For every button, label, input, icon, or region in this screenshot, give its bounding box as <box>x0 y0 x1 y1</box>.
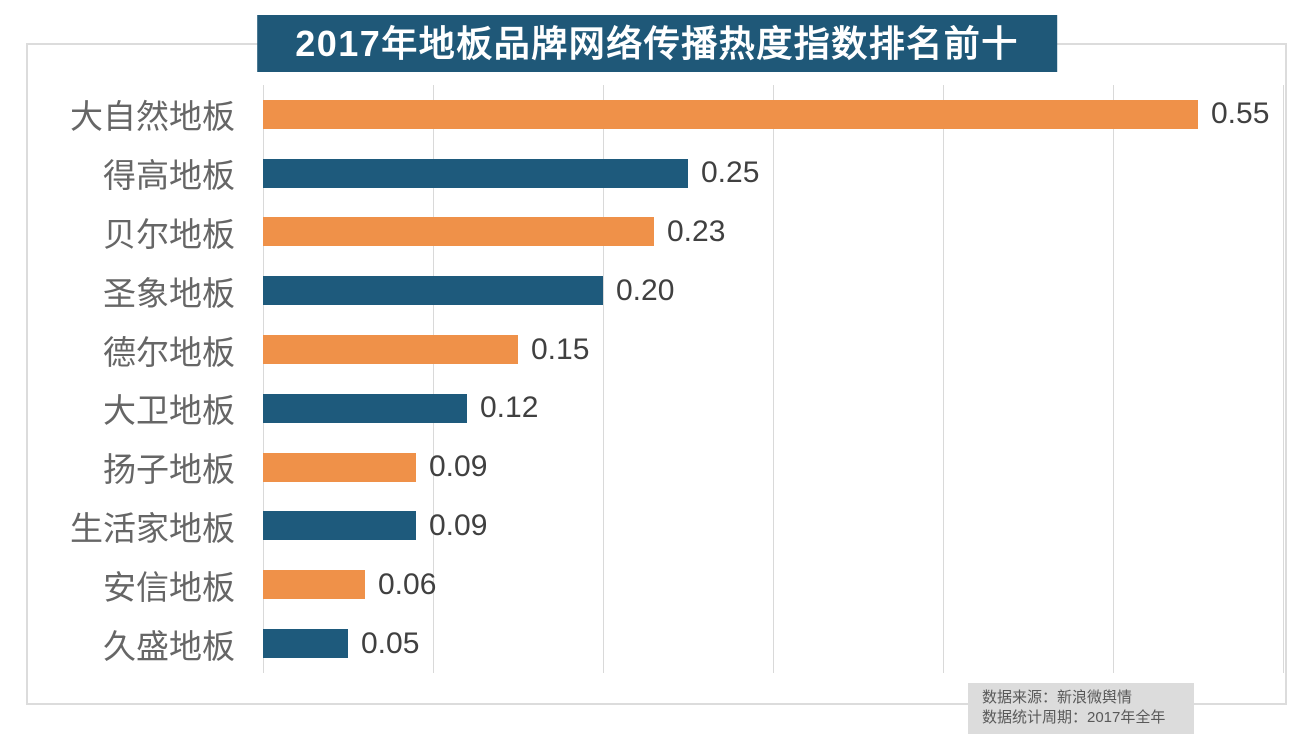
gridline <box>603 85 604 673</box>
bar-row: 0.15 <box>263 320 1283 379</box>
bar-row: 0.06 <box>263 555 1283 614</box>
bar-row: 0.12 <box>263 379 1283 438</box>
source-line: 数据来源：新浪微舆情 <box>982 689 1133 706</box>
bar <box>263 217 654 247</box>
bar <box>263 158 688 188</box>
source-note: 数据来源：新浪微舆情 数据统计周期：2017年全年 <box>968 683 1194 734</box>
category-label: 大自然地板 <box>70 98 235 136</box>
value-label: 0.09 <box>429 508 488 542</box>
value-label: 0.12 <box>480 391 539 425</box>
plot-area: 0.55 0.25 0.23 0.20 0.15 0.12 0.09 0.09 0.06 0.05 <box>263 85 1284 673</box>
value-label: 0.06 <box>378 567 437 601</box>
gridlines <box>263 85 1284 673</box>
category-label: 圣象地板 <box>103 274 235 312</box>
gridline <box>773 85 774 673</box>
gridline <box>263 85 264 673</box>
category-label: 久盛地板 <box>103 627 235 665</box>
gridline <box>1113 85 1114 673</box>
bar-row: 0.09 <box>263 438 1283 497</box>
bar <box>263 393 467 423</box>
category-label: 扬子地板 <box>103 451 235 489</box>
value-label: 0.05 <box>361 626 420 660</box>
category-label: 安信地板 <box>103 568 235 606</box>
gridline <box>1283 85 1284 673</box>
bar-row: 0.23 <box>263 203 1283 262</box>
category-label: 德尔地板 <box>103 333 235 371</box>
category-axis: 大自然地板得高地板贝尔地板圣象地板德尔地板大卫地板扬子地板生活家地板安信地板久盛… <box>0 85 235 673</box>
gridline <box>943 85 944 673</box>
bar-row: 0.55 <box>263 85 1283 144</box>
value-label: 0.09 <box>429 450 488 484</box>
bar-row: 0.09 <box>263 497 1283 556</box>
bar <box>263 452 416 482</box>
category-label: 贝尔地板 <box>103 215 235 253</box>
bar <box>263 99 1198 129</box>
period-line: 数据统计周期：2017年全年 <box>982 709 1166 726</box>
bar <box>263 335 518 365</box>
bar <box>263 629 348 659</box>
value-label: 0.25 <box>701 156 760 190</box>
category-label: 大卫地板 <box>103 392 235 430</box>
bar-row: 0.25 <box>263 144 1283 203</box>
value-label: 0.23 <box>667 214 726 248</box>
bar <box>263 511 416 541</box>
value-label: 0.15 <box>531 332 590 366</box>
category-label: 得高地板 <box>103 157 235 195</box>
bar-row: 0.20 <box>263 261 1283 320</box>
bar <box>263 276 603 306</box>
gridline <box>433 85 434 673</box>
chart-title: 2017年地板品牌网络传播热度指数排名前十 <box>257 15 1057 72</box>
value-label: 0.55 <box>1211 97 1270 131</box>
value-label: 0.20 <box>616 273 675 307</box>
bar-row: 0.05 <box>263 614 1283 673</box>
bar <box>263 570 365 600</box>
category-label: 生活家地板 <box>70 509 235 547</box>
